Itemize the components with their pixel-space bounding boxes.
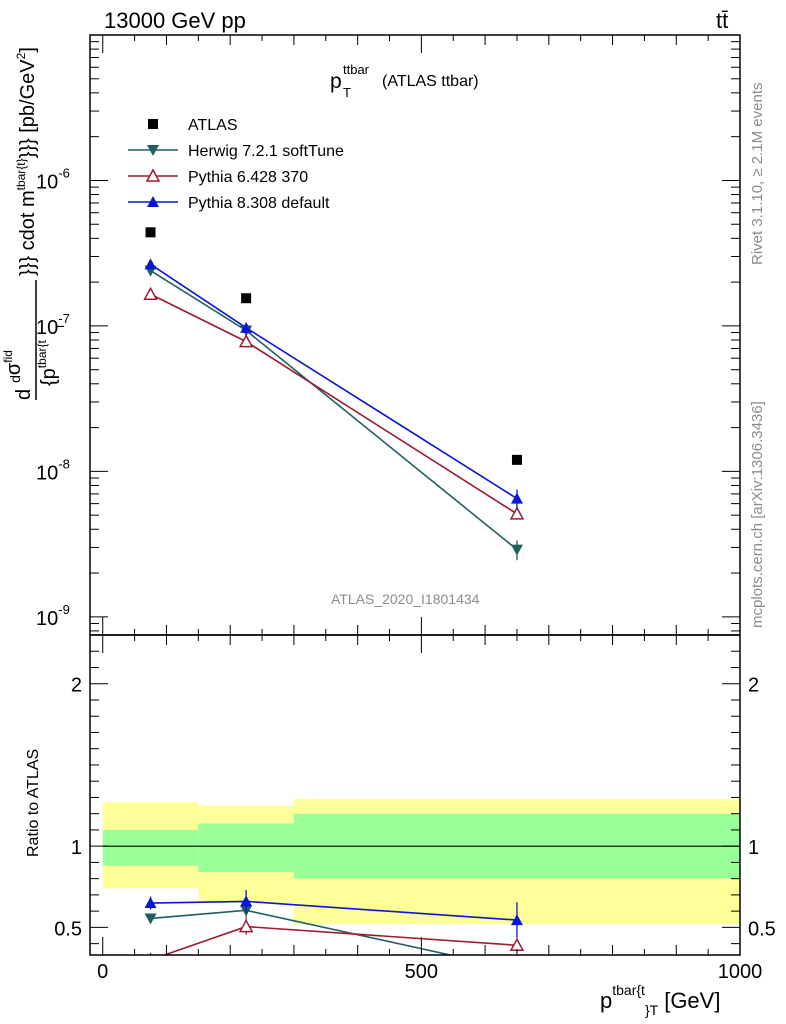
- main-y-tick-label: 10-6: [36, 165, 70, 193]
- series-line: [150, 263, 518, 500]
- ylabel-rest-sup: tbar{t}: [14, 158, 28, 190]
- main-y-tick-label: 10-9: [36, 602, 70, 630]
- legend-marker: [145, 168, 161, 182]
- ylabel-den: {p: [38, 368, 60, 386]
- ratio-point: [240, 895, 253, 907]
- xlabel-sub: }: [645, 1002, 650, 1018]
- legend-marker: [147, 196, 159, 207]
- svg-text:ddσfid: ddσfid: [1, 350, 35, 400]
- legend-entry: Pythia 6.428 370: [128, 168, 308, 186]
- data-point: [240, 321, 253, 333]
- ratio-y-tick-label: 0.5: [54, 918, 82, 940]
- x-tick-label: 500: [405, 961, 438, 983]
- ylabel-rest: }}} cdot m: [17, 190, 39, 276]
- main-panel: 10-910-810-710-6 p ttbar T (ATLAS ttbar)…: [1, 34, 741, 636]
- ratio-series: [144, 890, 525, 976]
- x-tick-label: 0: [97, 961, 108, 983]
- series-herwig-7-2-1-softtune: [144, 265, 523, 561]
- main-panel-ticks: 10-910-810-710-6: [36, 34, 741, 635]
- data-point: [509, 506, 525, 520]
- ratio-panel-frame: [89, 634, 741, 956]
- series-atlas: [145, 227, 522, 465]
- legend-marker: [148, 119, 158, 129]
- data-point: [144, 258, 157, 270]
- legend-label: Herwig 7.2.1 softTune: [188, 143, 344, 160]
- legend-label: Pythia 8.308 default: [188, 195, 330, 212]
- ratio-y-tick-label: 2: [71, 675, 82, 697]
- ratio-y-tick-label-right: 2: [748, 675, 759, 697]
- data-point: [511, 454, 522, 465]
- energy-label: 13000 GeV pp: [104, 8, 246, 33]
- main-title-p: p: [330, 70, 342, 93]
- data-point: [238, 334, 254, 348]
- series-line: [150, 293, 518, 515]
- ylabel-sigma: σ: [3, 362, 25, 375]
- ylabel-unit-sup: 2: [14, 52, 28, 59]
- series-pythia-8-308-default: [144, 258, 523, 510]
- main-panel-series: [143, 227, 525, 561]
- main-title-suffix: (ATLAS ttbar): [382, 73, 479, 90]
- xlabel-p: p: [600, 988, 612, 1013]
- legend-label: ATLAS: [188, 117, 238, 134]
- legend-entry: Herwig 7.2.1 softTune: [128, 143, 344, 160]
- ratio-panel-ticks: 0.5 0.5 1 1 2 2 0 500 1000: [54, 635, 776, 983]
- analysis-label: ATLAS_2020_I1801434: [331, 591, 480, 607]
- ylabel-den-sub: T: [53, 322, 67, 330]
- svg-text:ptbar{t}T[GeV]: ptbar{t}T [GeV]: [600, 982, 720, 1018]
- legend-marker: [147, 145, 159, 156]
- xlabel-unit: [GeV]: [664, 988, 720, 1013]
- ratio-panel: 0.5 0.5 1 1 2 2 0 500 1000 Ratio to ATLAS ptbar{…: [25, 634, 776, 1018]
- data-point: [145, 227, 156, 238]
- ratio-series-pythia-8-308-default: [144, 890, 523, 938]
- main-title: p ttbar T (ATLAS ttbar): [330, 62, 479, 100]
- xlabel-sup: tbar{t: [612, 982, 645, 998]
- series-line: [150, 269, 518, 551]
- ylabel-unit-end: ]: [17, 47, 39, 53]
- ratio-point: [238, 919, 254, 933]
- svg-text:{ptbar{tT: {ptbar{t T: [35, 322, 67, 386]
- data-point: [510, 544, 523, 556]
- ratio-series-pythia-6-428-370: [149, 918, 525, 955]
- ylabel-d2: d: [7, 375, 23, 383]
- data-point: [510, 492, 523, 504]
- mcplots-label: mcplots.cern.ch [arXiv:1306.3436]: [749, 401, 766, 628]
- ratio-point: [144, 897, 157, 909]
- ratio-y-tick-label-right: 1: [748, 837, 759, 859]
- process-label: tt̄: [716, 8, 728, 33]
- ratio-point: [144, 913, 157, 925]
- x-axis-title: ptbar{t}T [GeV]: [600, 982, 720, 1018]
- ylabel-d: d: [13, 389, 35, 400]
- svg-text:}}} cdot mtbar{t}}}} [pb/GeV2]: }}} cdot mtbar{t}}}} [pb/GeV2]: [14, 47, 39, 276]
- legend-label: Pythia 6.428 370: [188, 169, 308, 186]
- data-point: [241, 293, 252, 304]
- ratio-point: [511, 965, 523, 976]
- band-green: [198, 823, 294, 873]
- main-title-sup: ttbar: [343, 62, 370, 77]
- ylabel-fid: fid: [1, 350, 15, 363]
- legend: ATLAS Herwig 7.2.1 softTune Pythia 6.428 3…: [128, 117, 344, 212]
- ylabel-den-sup: tbar{t: [35, 340, 49, 369]
- ratio-y-axis-title: Ratio to ATLAS: [25, 749, 42, 857]
- data-point: [143, 286, 158, 301]
- series-pythia-6-428-370: [143, 286, 525, 520]
- ratio-y-tick-label-right: 0.5: [748, 918, 776, 940]
- rivet-label: Rivet 3.1.10, ≥ 2.1M events: [749, 83, 766, 266]
- band-green: [102, 829, 199, 866]
- legend-entry: Pythia 8.308 default: [128, 195, 330, 212]
- ylabel-unit: }}} [pb/GeV: [17, 59, 39, 159]
- legend-entry: ATLAS: [148, 117, 238, 134]
- x-tick-label: 1000: [718, 961, 763, 983]
- main-y-tick-label: 10-8: [36, 456, 70, 484]
- main-title-sub: T: [343, 85, 351, 100]
- ratio-uncertainty-bands: [102, 799, 740, 925]
- main-y-axis-title: ddσfid {ptbar{tT }}} cdot mtbar{t}}}} [p…: [1, 47, 67, 400]
- xlabel-sub-t: T: [650, 1002, 659, 1018]
- ratio-y-tick-label: 1: [71, 837, 82, 859]
- ratio-point: [510, 914, 523, 926]
